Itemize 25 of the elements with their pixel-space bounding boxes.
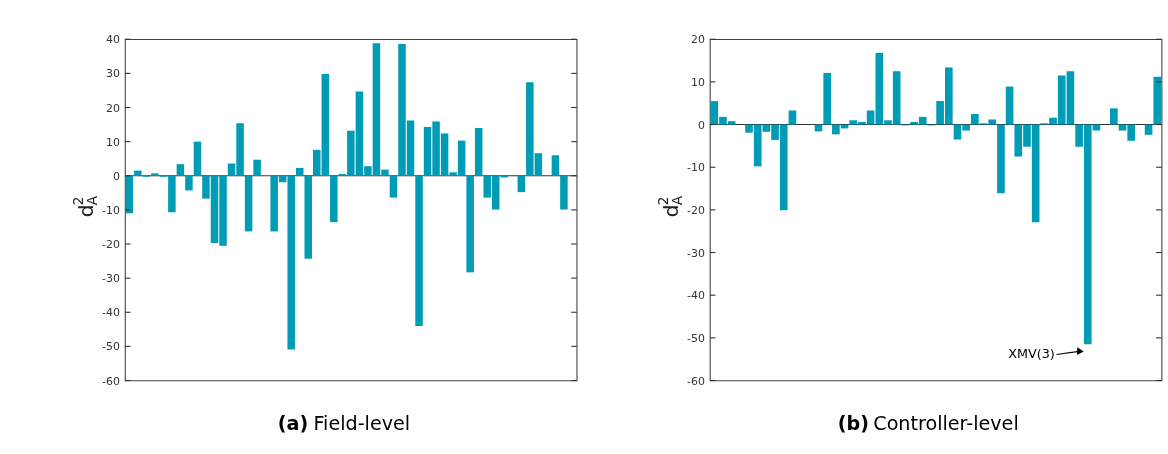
y-tick-label: -40 bbox=[102, 306, 121, 320]
y-axis-title: d2A bbox=[70, 195, 100, 218]
annotation: XMV(3) bbox=[1008, 346, 1055, 362]
y-axis-title: d2A bbox=[654, 195, 685, 218]
y-tick-label: 0 bbox=[113, 169, 121, 183]
text: (a) Field-level bbox=[277, 411, 411, 435]
y-tick-label: 20 bbox=[690, 33, 705, 47]
y-tick-label: 40 bbox=[106, 33, 121, 47]
y-tick-label: 10 bbox=[106, 135, 121, 149]
y-tick-label: -60 bbox=[102, 374, 121, 388]
y-tick-label: -60 bbox=[687, 374, 705, 388]
text: (b) Controller-level bbox=[837, 411, 1019, 435]
y-tick-label: -10 bbox=[102, 203, 121, 217]
y-tick-label: -20 bbox=[687, 203, 705, 217]
y-tick-label: 20 bbox=[106, 101, 121, 115]
y-tick-label: -30 bbox=[102, 272, 121, 286]
y-tick-label: -20 bbox=[102, 238, 121, 252]
y-tick-label: 10 bbox=[690, 76, 705, 90]
y-tick-label: -40 bbox=[687, 289, 705, 303]
y-tick-label: 0 bbox=[697, 118, 705, 132]
y-tick-label: -10 bbox=[687, 161, 705, 175]
y-tick-label: -30 bbox=[687, 246, 705, 260]
y-tick-label: -50 bbox=[687, 331, 705, 345]
y-tick-label: 30 bbox=[106, 67, 121, 81]
y-tick-label: -50 bbox=[102, 340, 121, 354]
